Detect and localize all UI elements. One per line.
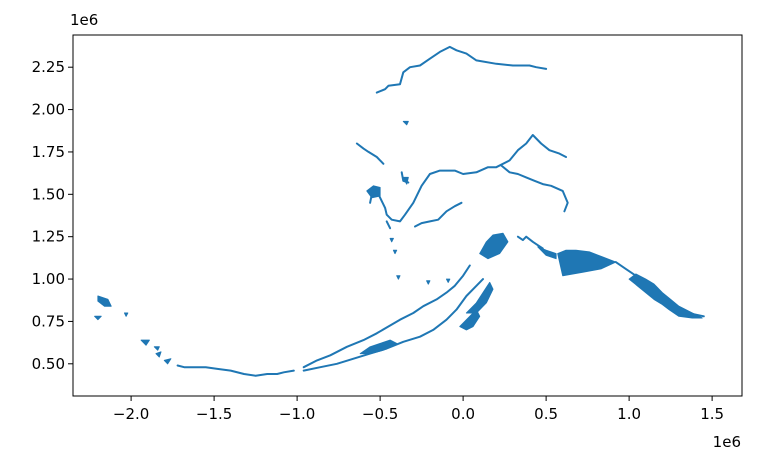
y-axis: 0.50 0.75 1.00 1.25 1.50 1.75 2.00 2.25 [32, 58, 73, 373]
aleutian-islet-1 [163, 358, 172, 365]
cook-inlet-basin [479, 232, 509, 260]
southeast-islands [628, 273, 703, 319]
aleutian-chain [176, 364, 295, 377]
islet-1 [389, 237, 394, 243]
kodiak-island [459, 309, 481, 331]
x-offset-label: 1e6 [713, 433, 741, 451]
gulf-coast-link [537, 246, 557, 260]
inland-lakes [516, 235, 544, 250]
x-tick-label: 1.5 [700, 405, 724, 423]
river-delta-lake [366, 185, 381, 199]
kuskokwim-river [414, 201, 463, 228]
islet-4 [426, 280, 431, 285]
y-tick-label: 2.25 [32, 58, 65, 76]
alaska-peninsula-north [302, 264, 471, 369]
y-tick-label: 1.50 [32, 185, 65, 203]
river-west-branch [385, 220, 392, 230]
axes-frame [72, 34, 743, 397]
tanana-river [500, 164, 569, 213]
y-offset-label: 1e6 [70, 11, 98, 29]
northwest-coast [355, 142, 385, 165]
aleutian-islet-3 [140, 339, 150, 346]
islet-3 [396, 275, 401, 280]
glacier-field [557, 249, 617, 277]
x-tick-label: −1.5 [196, 405, 232, 423]
y-tick-label: 0.50 [32, 355, 65, 373]
x-axis: −2.0 −1.5 −1.0 −0.5 0.0 0.5 1.0 1.5 [113, 396, 724, 423]
islet-2 [392, 249, 398, 255]
north-coast [375, 45, 548, 94]
islet-5 [446, 278, 451, 283]
y-tick-label: 1.75 [32, 143, 65, 161]
near-islet [94, 315, 102, 321]
kenai-peninsula [465, 281, 494, 314]
x-tick-label: −2.0 [113, 405, 149, 423]
western-islet [402, 176, 409, 185]
y-tick-label: 0.75 [32, 312, 65, 330]
yukon-river [369, 134, 567, 223]
southeast-panhandle [614, 261, 705, 318]
x-tick-label: 0.0 [451, 405, 475, 423]
peninsula-islands [359, 339, 398, 355]
map-features [94, 45, 705, 377]
x-tick-label: −1.0 [279, 405, 315, 423]
y-tick-label: 2.00 [32, 101, 65, 119]
x-tick-label: −0.5 [362, 405, 398, 423]
x-tick-label: 1.0 [617, 405, 641, 423]
alaska-peninsula-south [302, 278, 484, 372]
far-islet [124, 312, 129, 317]
x-tick-label: 0.5 [534, 405, 558, 423]
aleutian-islet-4 [153, 346, 160, 351]
y-tick-label: 1.00 [32, 270, 65, 288]
y-tick-label: 1.25 [32, 228, 65, 246]
north-coast-islet [402, 120, 409, 126]
near-islands [97, 295, 112, 307]
aleutian-islet-2 [155, 351, 162, 358]
